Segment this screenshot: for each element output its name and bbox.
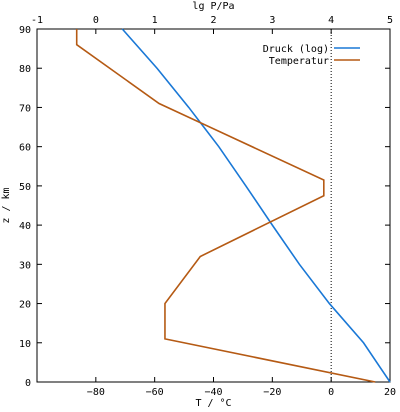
left-tick-label: 40 (19, 221, 31, 232)
plot-frame (36, 28, 391, 383)
top-tick-label: 1 (152, 15, 158, 26)
bottom-tick-label: −40 (204, 387, 222, 398)
left-tick-label: 60 (19, 143, 31, 154)
bottom-tick-label: −80 (87, 387, 105, 398)
legend-label-temperature: Temperatur (269, 56, 329, 67)
top-tick-label: 5 (387, 15, 393, 26)
bottom-tick-label: 0 (328, 387, 334, 398)
left-tick-label: 0 (25, 378, 31, 389)
bottom-axis-title: T / °C (195, 398, 231, 409)
bottom-tick-label: −60 (146, 387, 164, 398)
top-axis-title: lg P/Pa (192, 1, 234, 12)
top-tick-label: 4 (328, 15, 334, 26)
left-tick-label: 90 (19, 25, 31, 36)
top-tick-label: 0 (93, 15, 99, 26)
ticks: −80 −60 −40 −20 0 20-1 0 1 2 3 4 501020304050607080… (19, 15, 396, 398)
legend: Druck (log)Temperatur (263, 44, 360, 67)
legend-label-pressure: Druck (log) (263, 44, 329, 55)
top-tick-label: 3 (269, 15, 275, 26)
left-tick-label: 50 (19, 182, 31, 193)
left-tick-label: 70 (19, 103, 31, 114)
left-tick-label: 80 (19, 64, 31, 75)
left-tick-label: 20 (19, 300, 31, 311)
series-group (75, 28, 391, 383)
bottom-tick-label: −20 (263, 387, 281, 398)
series-line-pressure (121, 28, 391, 383)
bottom-tick-label: 20 (384, 387, 396, 398)
top-tick-label: 2 (210, 15, 216, 26)
left-tick-label: 30 (19, 260, 31, 271)
left-axis-title: z / km (1, 187, 12, 223)
axis-titles: lg P/Pa T / °C z / km (1, 1, 235, 409)
left-tick-label: 10 (19, 339, 31, 350)
series-line-temperature (75, 29, 376, 383)
top-tick-label: -1 (31, 15, 43, 26)
